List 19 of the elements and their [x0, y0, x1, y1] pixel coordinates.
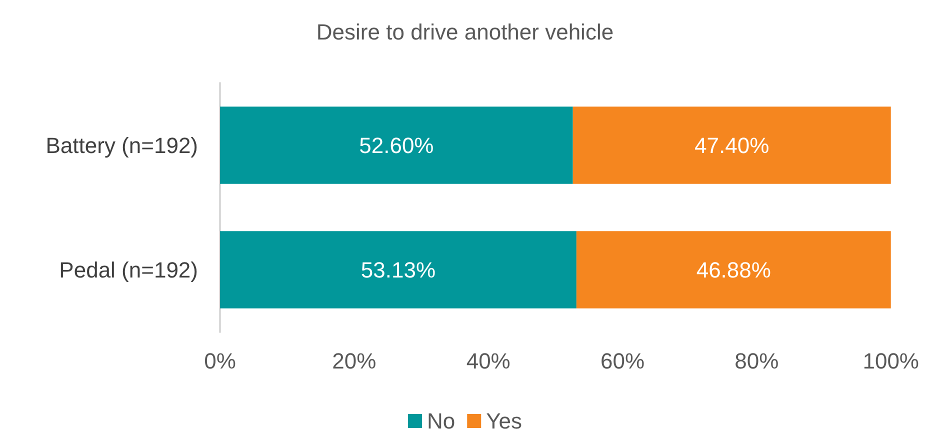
x-tick-label: 100%: [862, 348, 920, 374]
bar: [220, 106, 573, 184]
x-tick-label: 60%: [600, 348, 645, 374]
y-tick-label: Battery (n=192): [46, 132, 198, 158]
bar: [572, 106, 891, 184]
legend-label: Yes: [486, 408, 522, 434]
data-label: 53.13%: [360, 257, 436, 282]
chart-title: Desire to drive another vehicle: [316, 20, 614, 44]
bar: [220, 231, 576, 308]
bar: [576, 231, 891, 308]
y-tick-label: Pedal (n=192): [59, 257, 198, 282]
x-tick-label: 40%: [466, 348, 510, 374]
data-label: 46.88%: [696, 257, 771, 282]
x-tick-label: 80%: [734, 348, 779, 374]
data-label: 52.60%: [359, 132, 434, 158]
x-tick-label: 20%: [332, 348, 376, 374]
data-label: 47.40%: [694, 132, 770, 158]
legend-label: No: [426, 408, 456, 434]
x-tick-label: 0%: [204, 348, 236, 374]
